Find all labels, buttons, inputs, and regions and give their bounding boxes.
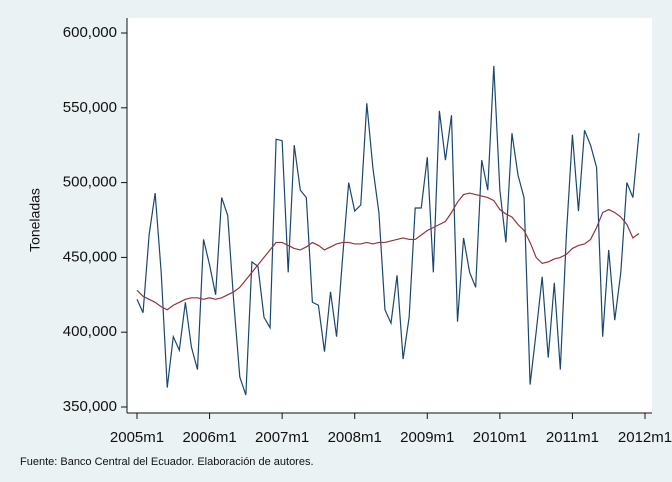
y-tick-label: 400,000: [63, 323, 117, 340]
y-tick-label: 550,000: [63, 99, 117, 116]
y-tick-label: 350,000: [63, 398, 117, 415]
x-tick-label: 2008m1: [328, 429, 382, 446]
x-tick-label: 2012m1: [618, 429, 672, 446]
note: Fuente: Banco Central del Ecuador. Elabo…: [20, 456, 314, 468]
x-tick-label: 2007m1: [255, 429, 309, 446]
y-tick-label: 500,000: [63, 174, 117, 191]
y-tick-label: 450,000: [63, 248, 117, 265]
x-tick-label: 2006m1: [182, 429, 236, 446]
x-tick-label: 2011m1: [546, 429, 599, 446]
y-tick-label: 600,000: [63, 24, 117, 41]
x-tick-label: 2010m1: [473, 429, 527, 446]
x-tick-label: 2005m1: [110, 429, 164, 446]
series-line: [136, 65, 640, 396]
y-axis-title: Toneladas: [27, 188, 43, 252]
x-tick-label: 2009m1: [400, 429, 454, 446]
series-line: [136, 192, 640, 311]
plot-area: [127, 18, 652, 413]
